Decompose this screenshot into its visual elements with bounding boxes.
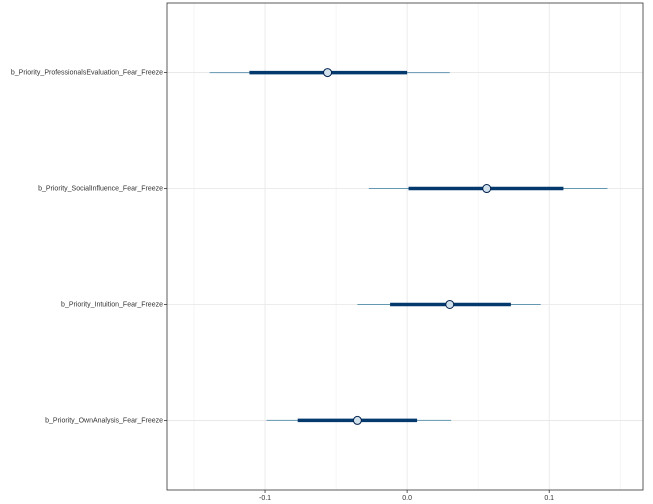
y-tick-label: b_Priority_Intuition_Fear_Freeze: [61, 301, 163, 308]
x-tick-label: 0.1: [544, 495, 554, 502]
y-tick-label: b_Priority_OwnAnalysis_Fear_Freeze: [45, 417, 163, 424]
y-tick-label: b_Priority_ProfessionalsEvaluation_Fear_…: [11, 69, 163, 76]
point-estimate: [323, 68, 333, 78]
x-tick-label: -0.1: [259, 495, 271, 502]
point-estimate: [445, 299, 455, 309]
point-estimate: [352, 415, 362, 425]
point-estimate: [482, 184, 492, 194]
y-tick-label: b_Priority_SocialInfluence_Fear_Freeze: [38, 185, 163, 192]
panel-border: [166, 2, 644, 491]
x-tick-label: 0.0: [402, 495, 412, 502]
